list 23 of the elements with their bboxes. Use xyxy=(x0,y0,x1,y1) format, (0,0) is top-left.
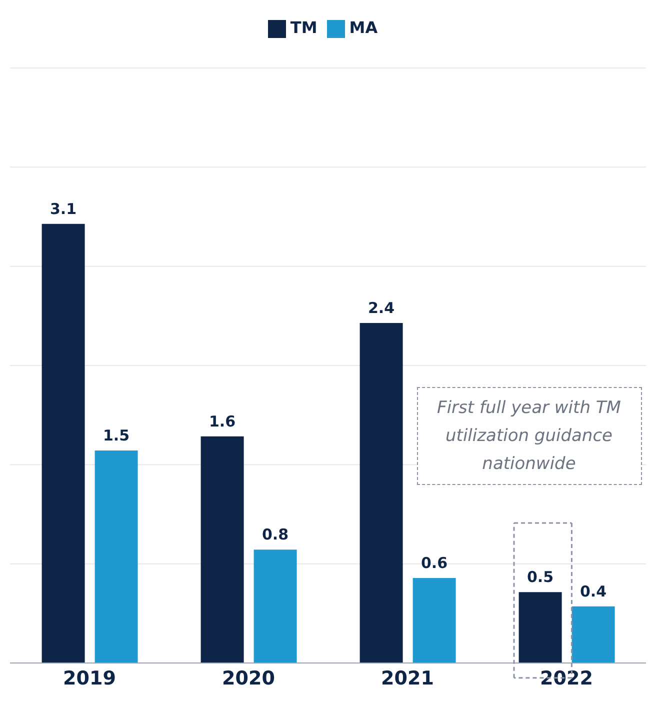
x-tick-label: 2022 xyxy=(540,667,593,690)
bar xyxy=(572,606,615,663)
bar xyxy=(94,450,138,663)
x-tick-label: 2021 xyxy=(381,667,434,690)
bar xyxy=(200,436,244,663)
data-label: 0.5 xyxy=(527,568,554,586)
bar xyxy=(412,578,456,663)
data-label: 0.8 xyxy=(262,526,289,544)
data-label: 1.5 xyxy=(103,426,130,444)
data-label: 1.6 xyxy=(209,412,236,430)
bar xyxy=(42,224,85,663)
legend-label: MA xyxy=(349,18,378,37)
x-tick-label: 2019 xyxy=(63,667,116,690)
annotation: First full year with TM utilization guidance nationwide xyxy=(416,387,642,486)
data-label: 2.4 xyxy=(368,299,395,317)
x-tick-label: 2020 xyxy=(222,667,275,690)
bar xyxy=(518,592,562,663)
bar xyxy=(360,323,403,663)
bar xyxy=(254,550,297,663)
legend-label: TM xyxy=(290,18,318,37)
data-label: 0.6 xyxy=(421,554,448,572)
data-label: 0.4 xyxy=(580,582,607,600)
data-label: 3.1 xyxy=(50,200,77,218)
